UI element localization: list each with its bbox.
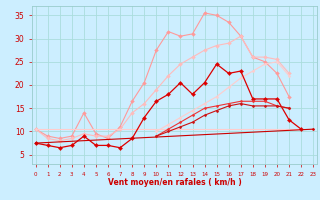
X-axis label: Vent moyen/en rafales ( km/h ): Vent moyen/en rafales ( km/h ) bbox=[108, 178, 241, 187]
